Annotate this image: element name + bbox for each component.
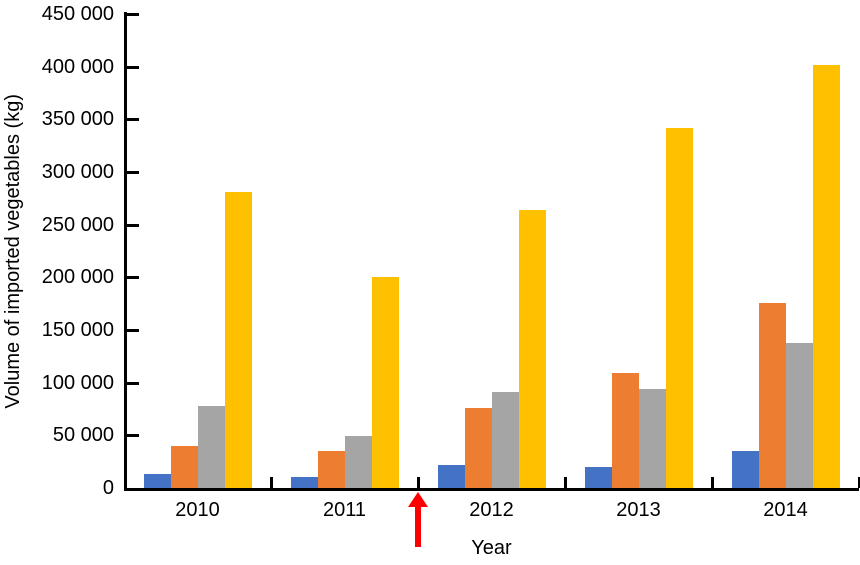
x-axis-title: Year — [471, 537, 512, 559]
x-tick-label: 2013 — [616, 499, 661, 521]
x-tick — [270, 477, 273, 488]
y-tick — [127, 13, 139, 16]
bar-series-4-yellow-2014 — [813, 65, 840, 488]
bar-series-4-yellow-2013 — [666, 128, 693, 488]
bar-series-4-yellow-2011 — [372, 277, 399, 488]
y-tick — [127, 224, 139, 227]
y-tick-label: 400 000 — [41, 56, 114, 78]
bar-series-2-orange-2013 — [612, 373, 639, 488]
y-tick — [127, 66, 139, 69]
y-tick-label: 200 000 — [41, 266, 114, 288]
x-tick-label: 2014 — [763, 499, 808, 521]
x-tick-label: 2010 — [175, 499, 220, 521]
bar-series-4-yellow-2010 — [225, 192, 252, 488]
y-tick-label: 250 000 — [41, 214, 114, 236]
bar-series-3-gray-2010 — [198, 406, 225, 488]
y-tick-label: 450 000 — [41, 3, 114, 25]
x-tick — [711, 477, 714, 488]
x-tick-label: 2011 — [322, 499, 366, 521]
y-tick — [127, 171, 139, 174]
x-tick — [858, 477, 860, 488]
y-tick-label: 150 000 — [41, 319, 114, 341]
bar-series-3-gray-2014 — [786, 343, 813, 488]
y-tick-label: 100 000 — [41, 372, 114, 394]
y-axis-line — [124, 12, 127, 491]
y-tick — [127, 434, 139, 437]
bar-series-1-blue-2013 — [585, 467, 612, 488]
y-tick-label: 0 — [102, 477, 114, 499]
annotation-arrow-head-icon — [408, 492, 428, 507]
bar-series-1-blue-2012 — [438, 465, 465, 488]
y-axis-title-text: Volume of imported vegetables (kg) — [1, 93, 24, 409]
y-axis-title: Volume of imported vegetables (kg) — [0, 12, 26, 490]
annotation-arrow-shaft-icon — [415, 506, 421, 547]
bar-series-2-orange-2011 — [318, 451, 345, 488]
bar-series-2-orange-2014 — [759, 303, 786, 488]
y-tick-label: 350 000 — [41, 108, 114, 130]
bar-series-3-gray-2011 — [345, 436, 372, 488]
x-tick — [417, 477, 420, 488]
bar-series-4-yellow-2012 — [519, 210, 546, 488]
bar-series-1-blue-2011 — [291, 477, 318, 488]
bar-series-3-gray-2012 — [492, 392, 519, 488]
bar-series-1-blue-2010 — [144, 474, 171, 488]
bar-series-2-orange-2010 — [171, 446, 198, 488]
x-tick-label: 2012 — [469, 499, 514, 521]
y-tick — [127, 118, 139, 121]
x-tick — [564, 477, 567, 488]
y-tick-label: 50 000 — [52, 424, 114, 446]
y-tick — [127, 276, 139, 279]
bar-series-3-gray-2013 — [639, 389, 666, 488]
bar-series-1-blue-2014 — [732, 451, 759, 488]
y-tick — [127, 382, 139, 385]
bar-series-2-orange-2012 — [465, 408, 492, 488]
y-tick-label: 300 000 — [41, 161, 114, 183]
x-axis-line — [124, 488, 859, 491]
y-tick — [127, 329, 139, 332]
